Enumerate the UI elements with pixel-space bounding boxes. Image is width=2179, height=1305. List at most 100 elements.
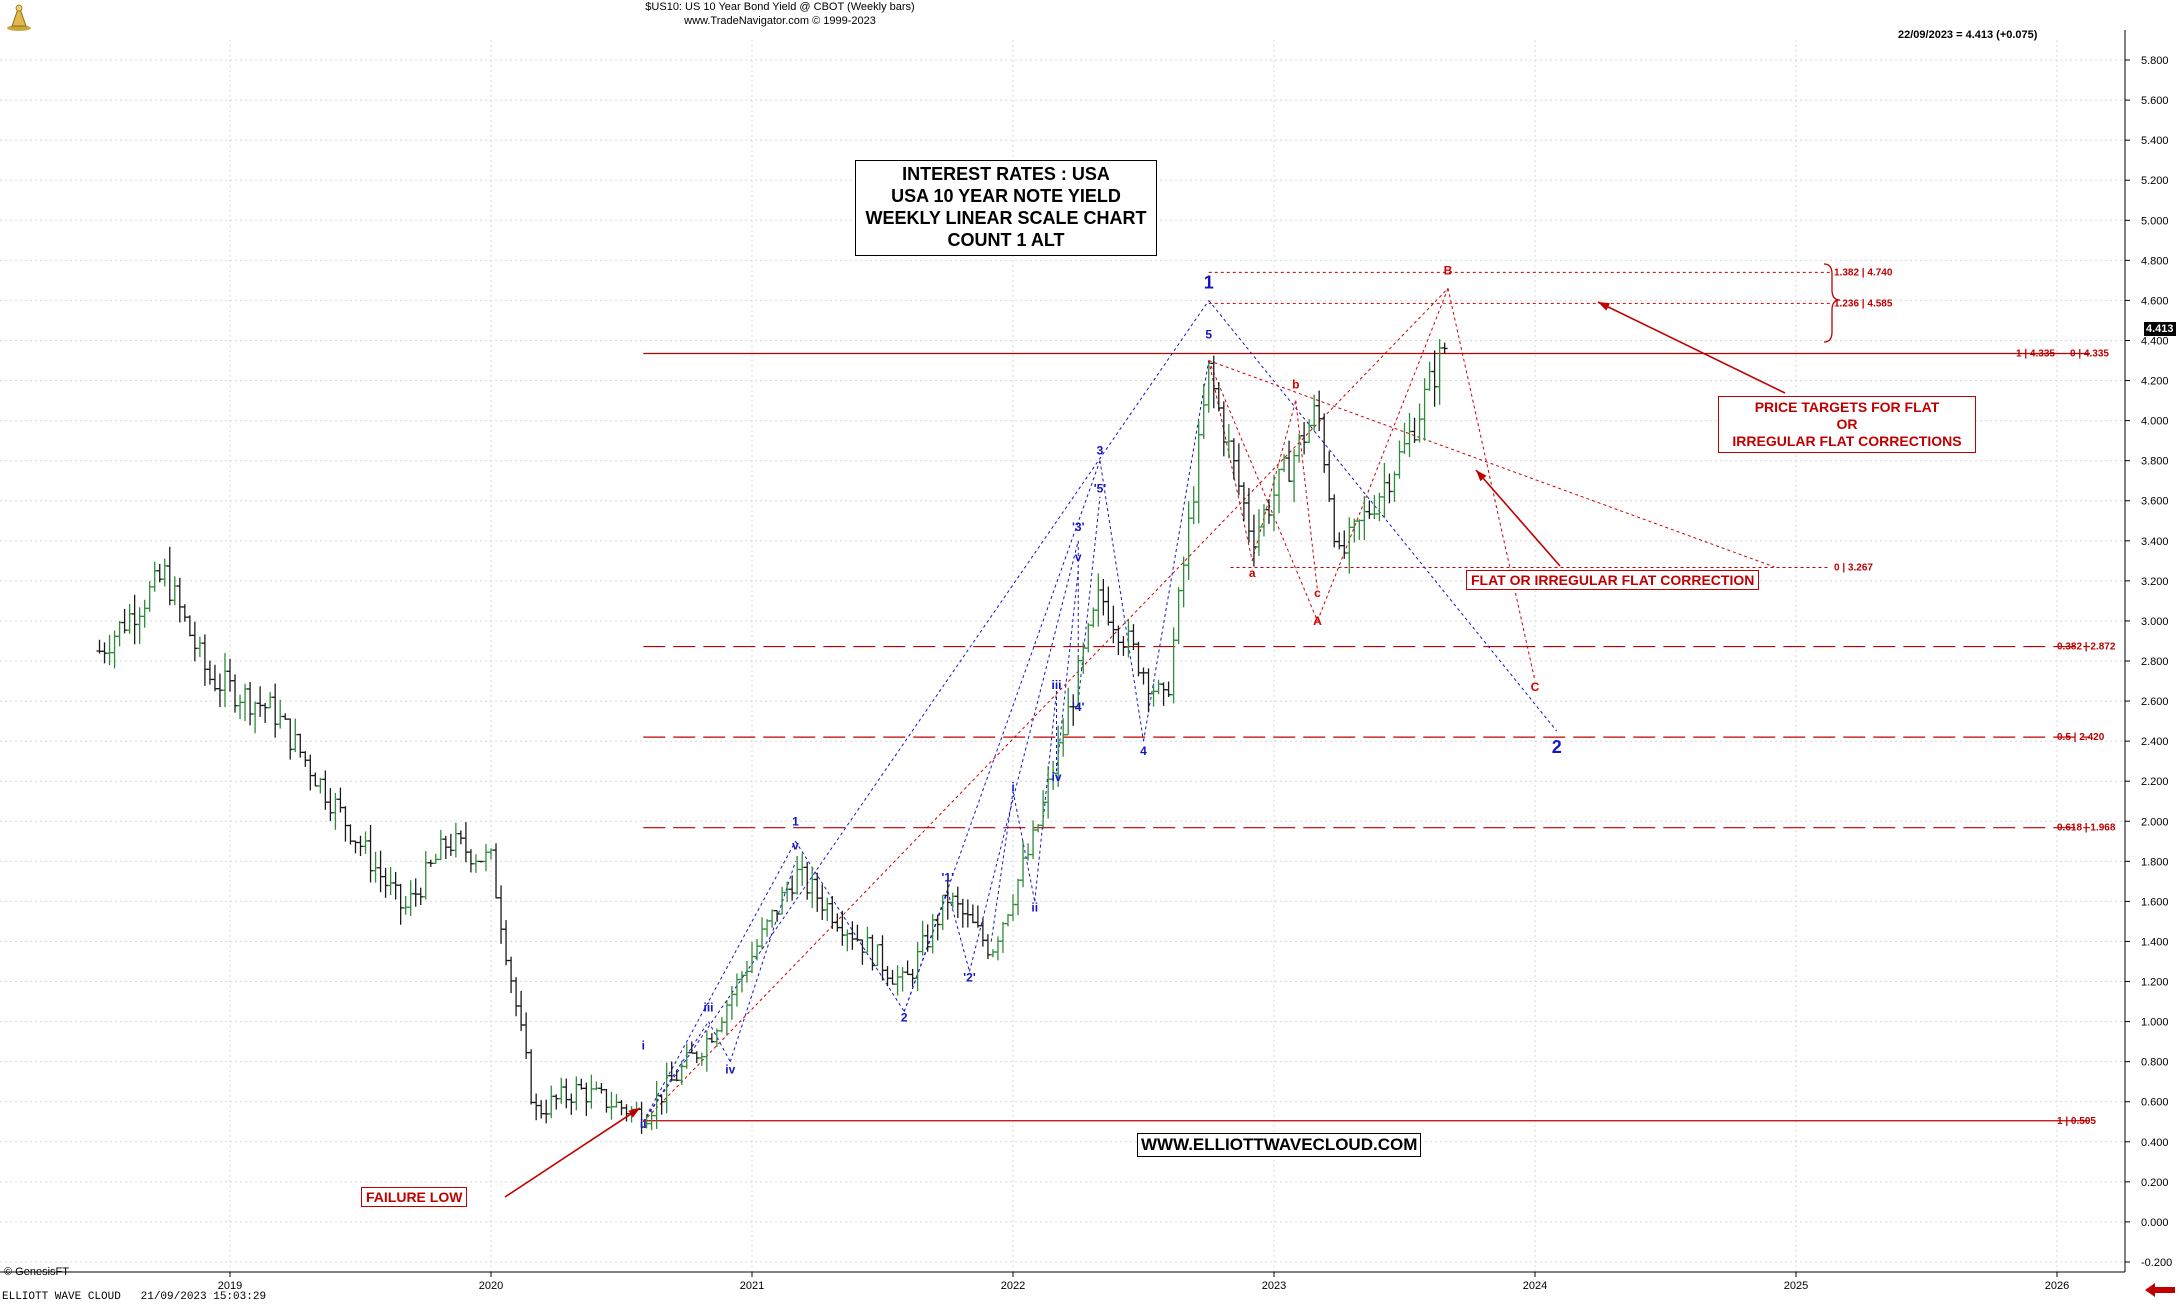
- wave-label: 5: [1205, 327, 1212, 341]
- y-tick-label: 5.800: [2141, 55, 2169, 67]
- wave-line: [1208, 360, 1318, 622]
- y-tick-label: 1.800: [2141, 856, 2169, 868]
- arrow-flat-correction: [1475, 469, 1561, 567]
- wave-line: [795, 841, 905, 1012]
- wave-label: B: [1444, 263, 1453, 277]
- wave-label: ii: [1031, 900, 1038, 914]
- wave-line: [1208, 360, 1775, 568]
- wave-label: b: [1292, 378, 1299, 392]
- flat-correction-box: FLAT OR IRREGULAR FLAT CORRECTION: [1466, 570, 1760, 590]
- x-tick-label: 2025: [1784, 1280, 1808, 1292]
- y-tick-label: 4.400: [2141, 335, 2169, 347]
- fib-level-label: 0.5 | 2.420: [2057, 732, 2105, 743]
- y-tick-label: 5.600: [2141, 95, 2169, 107]
- y-tick-label: 4.800: [2141, 255, 2169, 267]
- y-tick-label: 2.400: [2141, 736, 2169, 748]
- y-tick-label: -0.200: [2141, 1257, 2172, 1269]
- last-value-readout: 22/09/2023 = 4.413 (+0.075): [1898, 29, 2038, 41]
- failure-low-box: FAILURE LOW: [361, 1187, 468, 1207]
- wave-line: [1034, 691, 1057, 902]
- fib-level-label: 1 | 4.335: [2016, 349, 2055, 360]
- title-line-4: COUNT 1 ALT: [947, 230, 1065, 250]
- wave-label: i: [1011, 780, 1014, 794]
- wave-line: [1251, 400, 1297, 561]
- wave-line: [1056, 570, 1079, 772]
- y-tick-label: 1.200: [2141, 977, 2169, 989]
- wave-label: iii: [1051, 678, 1061, 692]
- y-tick-label: 3.600: [2141, 496, 2169, 508]
- wave-line: [903, 891, 949, 1012]
- fib-level-label: 0.618 | 1.968: [2057, 823, 2116, 834]
- wave-line: [729, 861, 796, 1062]
- wave-label: A: [1313, 614, 1322, 628]
- y-tick-label: 2.000: [2141, 816, 2169, 828]
- y-tick-label: 1.000: [2141, 1017, 2169, 1029]
- arrow-flat-correction-head: [1476, 470, 1487, 482]
- chart-title: $US10: US 10 Year Bond Yield @ CBOT (Wee…: [645, 1, 915, 13]
- arrow-price-targets-head: [1598, 302, 1610, 311]
- wave-line: [708, 1021, 731, 1062]
- arrow-failure-low-head: [628, 1108, 640, 1118]
- wave-label: 2: [901, 1011, 908, 1025]
- wave-label: iv: [725, 1063, 735, 1077]
- price-targets-line-2: OR: [1836, 416, 1858, 432]
- price-targets-box: PRICE TARGETS FOR FLAT OR IRREGULAR FLAT…: [1718, 396, 1976, 453]
- target-bracket: [1823, 263, 1841, 343]
- wave-label: v: [1075, 550, 1082, 564]
- y-tick-label: 0.400: [2141, 1137, 2169, 1149]
- x-tick-label: 2026: [2045, 1280, 2069, 1292]
- y-tick-label: 0.000: [2141, 1217, 2169, 1229]
- price-tag: 4.413: [2144, 322, 2176, 336]
- wave-label: '5': [1094, 482, 1107, 496]
- wave-line: [642, 1021, 709, 1123]
- wave-line: [990, 791, 1014, 942]
- y-tick-label: 3.800: [2141, 456, 2169, 468]
- y-tick-label: 1.600: [2141, 896, 2169, 908]
- y-tick-label: 3.200: [2141, 576, 2169, 588]
- wave-line: [642, 288, 1449, 1123]
- y-tick-label: 5.200: [2141, 175, 2169, 187]
- wave-label: 1: [1204, 272, 1214, 292]
- arrow-failure-low: [504, 1107, 641, 1198]
- wave-label: ii: [640, 1117, 647, 1131]
- wave-label: 1: [792, 814, 799, 828]
- y-tick-label: 2.800: [2141, 656, 2169, 668]
- wave-label: '3': [1072, 520, 1085, 534]
- x-tick-label: 2019: [218, 1280, 242, 1292]
- wave-label: iii: [703, 1001, 713, 1015]
- wave-line: [1143, 360, 1210, 742]
- wave-label: C: [1531, 680, 1540, 694]
- wave-label: a: [1249, 566, 1256, 580]
- fib-level-label: 1.382 | 4.740: [1834, 267, 1893, 278]
- arrow-price-targets: [1597, 301, 1786, 394]
- x-tick-label: 2022: [1001, 1280, 1025, 1292]
- y-tick-label: 0.200: [2141, 1177, 2169, 1189]
- wave-label: 2: [1552, 737, 1562, 757]
- wave-label: i: [642, 1039, 645, 1053]
- y-tick-label: 1.400: [2141, 936, 2169, 948]
- y-tick-label: 5.000: [2141, 215, 2169, 227]
- y-tick-label: 4.600: [2141, 295, 2169, 307]
- website-box: WWW.ELLIOTTWAVECLOUD.COM: [1137, 1133, 1422, 1157]
- fib-level-label: 1 | 0.505: [2057, 1116, 2096, 1127]
- wave-label: 4: [1140, 744, 1147, 758]
- wave-label: v: [792, 838, 799, 852]
- y-tick-label: 2.600: [2141, 696, 2169, 708]
- x-tick-label: 2020: [479, 1280, 503, 1292]
- wave-line: [969, 540, 1079, 972]
- logo-icon: [4, 2, 34, 32]
- price-targets-line-3: IRREGULAR FLAT CORRECTIONS: [1732, 433, 1962, 449]
- footer-label: ELLIOTT WAVE CLOUD 21/09/2023 15:03:29: [2, 1291, 267, 1303]
- wave-label: 3: [1097, 444, 1104, 458]
- wave-line: [947, 891, 970, 972]
- scroll-arrow-icon[interactable]: [2145, 1283, 2175, 1297]
- title-annotation-box: INTEREST RATES : USA USA 10 YEAR NOTE YI…: [855, 160, 1157, 256]
- y-tick-label: 0.800: [2141, 1057, 2169, 1069]
- y-tick-label: 4.000: [2141, 416, 2169, 428]
- title-line-1: INTEREST RATES : USA: [902, 164, 1110, 184]
- y-tick-label: 5.400: [2141, 135, 2169, 147]
- wave-label: '2': [963, 971, 976, 985]
- y-tick-label: 3.400: [2141, 536, 2169, 548]
- y-tick-label: 2.200: [2141, 776, 2169, 788]
